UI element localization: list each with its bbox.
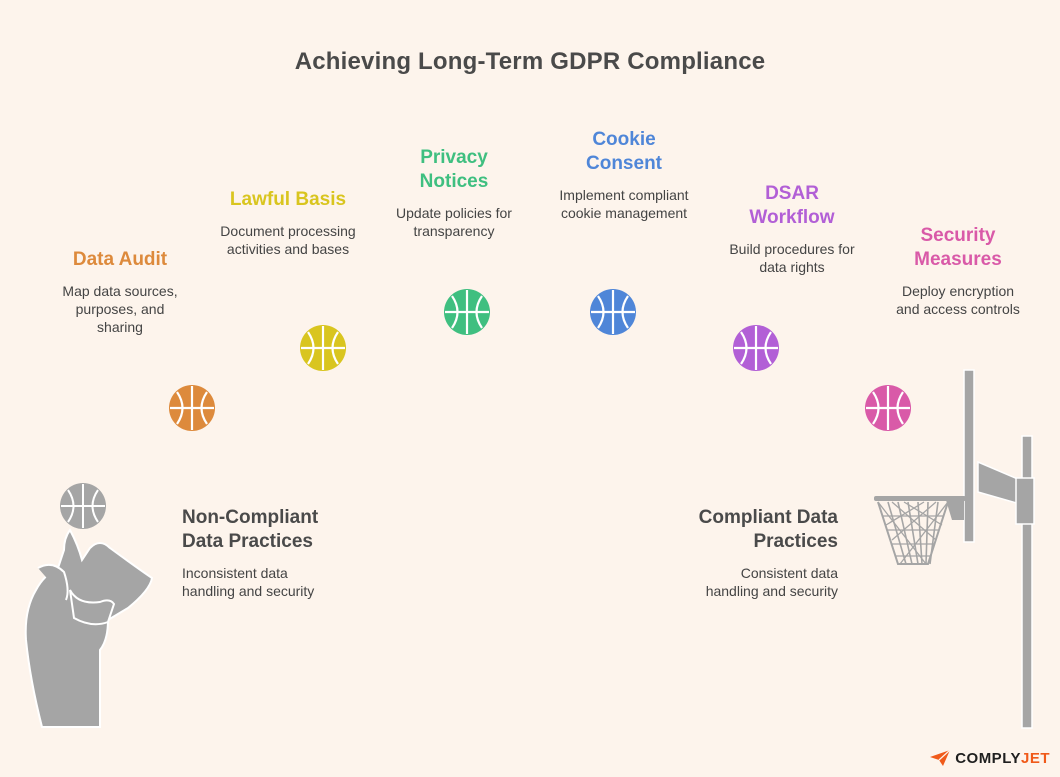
brand-name: COMPLYJET — [955, 749, 1050, 767]
basketball-icon — [299, 324, 347, 372]
step-lawful-basis: Lawful Basis Document processing activit… — [208, 188, 368, 258]
step-title: Cookie Consent — [586, 129, 662, 174]
step-cookie-consent: Cookie Consent Implement compliant cooki… — [554, 128, 694, 222]
brand-logo: COMPLYJET — [929, 749, 1050, 767]
paper-plane-icon — [930, 749, 951, 766]
step-desc: Update policies for transparency — [396, 205, 512, 239]
non-compliant-desc: Inconsistent data handling and security — [182, 565, 315, 599]
step-security-measures: Security Measures Deploy encryption and … — [888, 224, 1028, 318]
step-title: Lawful Basis — [229, 189, 347, 210]
step-title: Security Measures — [914, 225, 1002, 270]
step-data-audit: Data Audit Map data sources, purposes, a… — [40, 248, 200, 336]
compliant-desc: Consistent data handling and security — [705, 565, 838, 599]
step-desc: Implement compliant cookie management — [559, 187, 689, 221]
step-desc: Map data sources, purposes, and sharing — [62, 283, 178, 335]
non-compliant-block: Non-Compliant Data Practices Inconsisten… — [182, 506, 322, 600]
basketball-icon — [443, 288, 491, 336]
page-title: Achieving Long-Term GDPR Compliance — [294, 48, 766, 75]
step-desc: Deploy encryption and access controls — [896, 283, 1020, 317]
step-title: Data Audit — [72, 249, 168, 270]
step-desc: Document processing activities and bases — [220, 223, 356, 257]
basketball-hoop-icon — [874, 369, 1035, 729]
step-title: DSAR Workflow — [749, 183, 835, 228]
basketball-icon — [168, 384, 216, 432]
step-desc: Build procedures for data rights — [729, 241, 855, 275]
step-dsar-workflow: DSAR Workflow Build procedures for data … — [722, 182, 862, 276]
basketball-icon — [864, 384, 912, 432]
step-privacy-notices: Privacy Notices Update policies for tran… — [384, 146, 524, 240]
basketball-icon — [589, 288, 637, 336]
step-title: Privacy Notices — [419, 147, 489, 192]
compliant-title: Compliant Data Practices — [698, 507, 838, 552]
basketball-icon — [732, 324, 780, 372]
non-compliant-title: Non-Compliant Data Practices — [182, 507, 319, 552]
player-silhouette-icon — [24, 483, 154, 728]
compliant-block: Compliant Data Practices Consistent data… — [690, 506, 838, 600]
